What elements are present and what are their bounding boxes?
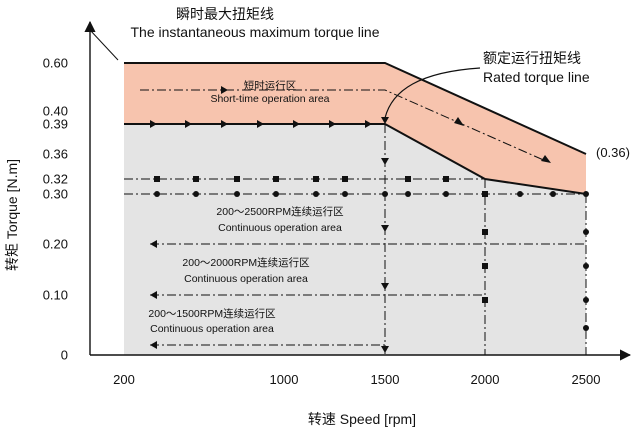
circle-marker [583,325,589,331]
right-arrow [293,120,300,128]
circle-marker [154,191,160,197]
y-tick-label: 0.39 [43,117,68,132]
chart-title-en: The instantaneous maximum torque line [130,24,379,40]
short-time-label-en: Short-time operation area [210,93,329,105]
square-marker [443,176,449,182]
square-marker [405,176,411,182]
y-tick-label: 0.40 [43,104,68,119]
circle-marker [583,263,589,269]
square-marker [482,263,488,269]
circle-marker [550,191,556,197]
y-axis-title: 转矩 Torque [N.m] [4,159,20,271]
right-arrow [221,86,228,94]
y-tick-label: 0.32 [43,172,68,187]
circle-marker [405,191,411,197]
down-arrow [381,225,389,232]
x-tick-labels: 200 1000 1500 2000 2500 [113,372,600,387]
right-arrow [185,120,192,128]
y-tick-label: 0.60 [43,56,68,71]
square-marker [273,176,279,182]
circle-marker [342,191,348,197]
down-arrow [381,158,389,165]
circle-marker [583,297,589,303]
title-pointer [89,29,119,61]
rated-line-label-en: Rated torque line [483,69,590,85]
y-tick-labels: 0.60 0.400.39 0.36 0.320.30 0.20 0.10 0 [43,56,68,363]
y-tick-label: 0.36 [43,147,68,162]
circle-marker [443,191,449,197]
right-arrow [329,120,336,128]
zone-1500-label-cn: 200～1500RPM连续运行区 [148,307,275,320]
left-arrow [150,291,157,299]
circle-marker [583,229,589,235]
left-arrow [150,341,157,349]
short-time-flow-line [140,89,549,163]
short-time-operation-region [124,63,586,194]
diagonal-arrowhead [541,155,551,163]
square-marker [234,176,240,182]
right-arrow [257,120,264,128]
chart-title-cn: 瞬时最大扭矩线 [176,6,274,22]
square-marker [482,297,488,303]
square-marker [154,176,160,182]
x-axis-title: 转速 Speed [rpm] [308,411,416,427]
circle-marker [234,191,240,197]
circle-marker [382,191,388,197]
rated-torque-line [124,123,587,195]
y-tick-label: 0.30 [43,187,68,202]
x-tick-label: 1000 [270,372,299,387]
circle-marker [313,191,319,197]
rated-callout-curve [384,67,481,119]
y-tick-label: 0.10 [43,288,68,303]
circle-marker [482,191,488,197]
circle-marker [193,191,199,197]
zone-2000-label-cn: 200～2000RPM连续运行区 [182,256,309,269]
circle-marker [273,191,279,197]
chart-annotations [89,29,589,355]
right-arrow [221,120,228,128]
rated-line-label-cn: 额定运行扭矩线 [483,50,581,66]
left-arrow [150,240,157,248]
end-value-label: (0.36) [596,145,630,160]
x-tick-label: 2500 [572,372,601,387]
down-arrow [381,283,389,290]
zone-1500-label-en: Continuous operation area [150,323,274,335]
callout-arrowhead [381,117,389,124]
instantaneous-max-torque-line [124,62,587,155]
short-time-label-cn: 短时运行区 [244,79,297,92]
zone-2500-label-en: Continuous operation area [218,222,342,234]
y-tick-label: 0 [61,348,68,363]
square-marker [482,229,488,235]
right-arrow [365,120,372,128]
zone-2500-label-cn: 200～2500RPM连续运行区 [216,205,343,218]
diagonal-arrowhead [454,117,464,126]
x-tick-label: 1500 [371,372,400,387]
x-tick-label: 2000 [471,372,500,387]
right-arrow [150,120,157,128]
circle-marker [583,191,589,197]
circle-marker [517,191,523,197]
x-tick-label: 200 [113,372,135,387]
down-arrow [381,346,389,353]
square-marker [193,176,199,182]
square-marker [313,176,319,182]
zone-2000-label-en: Continuous operation area [184,273,308,285]
square-marker [342,176,348,182]
y-tick-label: 0.20 [43,237,68,252]
